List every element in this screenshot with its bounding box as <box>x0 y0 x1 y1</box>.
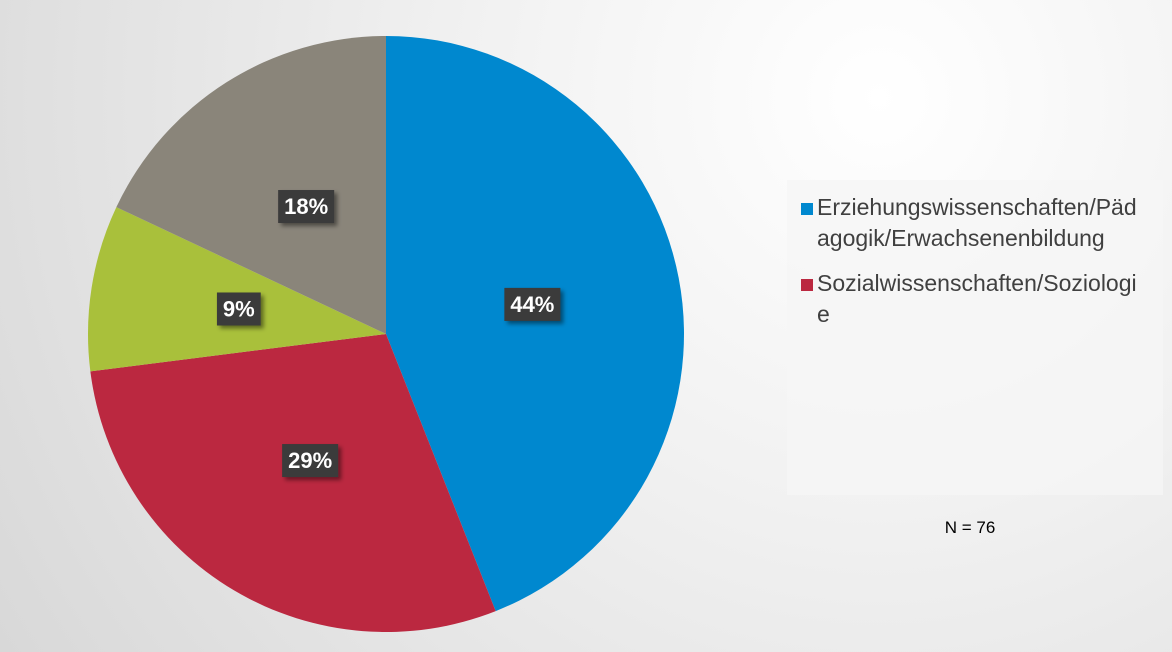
data-label-text: 29% <box>288 448 332 473</box>
data-label-box <box>216 292 261 326</box>
data-label-text: 44% <box>510 292 554 317</box>
data-label-box <box>504 287 561 321</box>
pie-slice <box>116 36 386 334</box>
legend-label: Erziehungswissenschaften/Pädagogik/Erwac… <box>817 194 1137 251</box>
legend-entry: Sozialwissenschaften/Soziologie <box>801 268 1149 330</box>
data-label: 9% <box>216 292 261 326</box>
pie-slice <box>386 36 684 612</box>
data-label-text: 9% <box>223 297 255 322</box>
annotation: N = 76 <box>944 518 996 537</box>
data-label-box <box>282 444 339 478</box>
legend-marker <box>801 279 813 291</box>
data-label-box <box>278 190 335 224</box>
data-label: 44% <box>504 287 561 321</box>
data-label: 18% <box>278 190 335 224</box>
pie-slice <box>90 334 496 632</box>
legend-label: Sozialwissenschaften/Soziologie <box>817 270 1137 327</box>
pie-slice <box>87 207 386 372</box>
data-label-text: 18% <box>284 194 328 219</box>
legend-marker <box>801 203 813 215</box>
data-label: 29% <box>282 444 339 478</box>
legend-entry: Erziehungswissenschaften/Pädagogik/Erwac… <box>801 192 1149 254</box>
legend: Erziehungswissenschaften/Pädagogik/Erwac… <box>787 180 1163 495</box>
